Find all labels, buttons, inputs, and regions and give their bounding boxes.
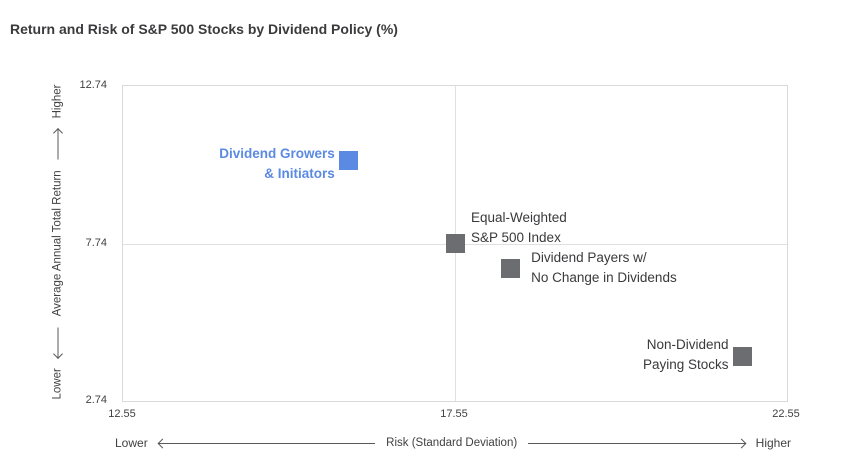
x-axis-higher-label: Higher <box>755 436 792 450</box>
data-point-label-non-dividend-paying-stocks: Non-Dividend Paying Stocks <box>642 336 729 372</box>
plot-area: Dividend Growers & Initiators Equal-Weight… <box>122 85 788 402</box>
x-tick-label: 22.55 <box>772 408 800 420</box>
y-tick-label: 12.74 <box>79 79 107 91</box>
data-point-label-equal-weighted-sp500-index: Equal-Weighted S&P 500 Index <box>471 209 567 245</box>
data-point-dividend-payers-no-change <box>500 258 520 278</box>
x-axis-ticks: 12.55 17.55 22.55 <box>108 407 800 421</box>
data-point-label-dividend-payers-no-change: Dividend Payers w/No Change in Dividends <box>531 250 677 286</box>
x-axis-name: Risk (Standard Deviation) <box>386 437 518 449</box>
x-tick-label: 17.55 <box>440 408 468 420</box>
x-axis-lower-label: Lower <box>115 436 148 450</box>
chart-title: Return and Risk of S&P 500 Stocks by Div… <box>10 21 398 37</box>
data-point-dividend-growers-initiators <box>339 151 359 171</box>
data-point-equal-weighted-sp500-index <box>445 234 465 253</box>
y-tick-label: 2.74 <box>85 394 107 406</box>
arrow-toward-lower-icon <box>158 438 376 449</box>
x-axis-title: Lower Risk (Standard Deviation) Higher <box>115 435 791 451</box>
y-axis-ticks: 12.74 7.74 2.74 <box>45 79 107 406</box>
y-tick-label: 7.74 <box>85 236 107 249</box>
x-tick-label: 12.55 <box>108 408 136 420</box>
data-point-non-dividend-paying-stocks <box>733 347 752 367</box>
data-point-label-dividend-growers-initiators: Dividend Growers & Initiators <box>219 145 335 181</box>
arrow-toward-higher-icon <box>527 438 746 449</box>
